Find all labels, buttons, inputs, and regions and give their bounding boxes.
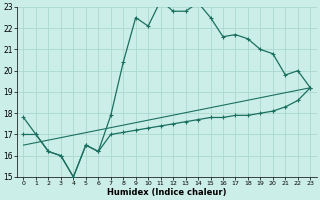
X-axis label: Humidex (Indice chaleur): Humidex (Indice chaleur) (107, 188, 227, 197)
